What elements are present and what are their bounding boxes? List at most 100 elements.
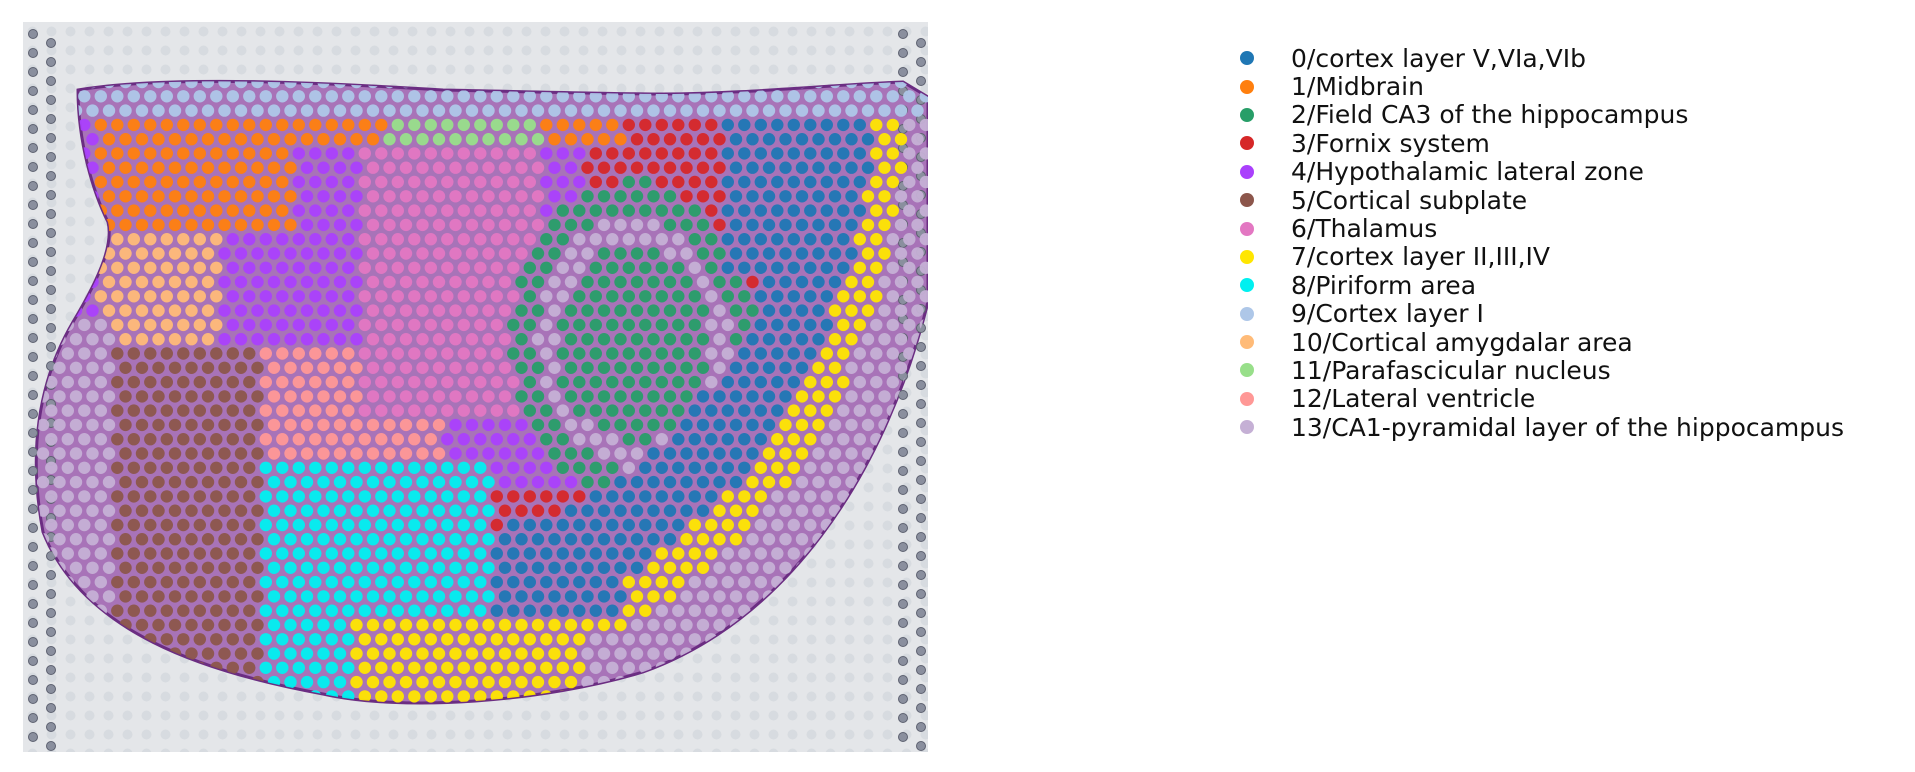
spot-point [119, 561, 132, 574]
spot-point [284, 218, 297, 232]
spot-point [606, 575, 619, 589]
fiducial-spot [898, 48, 908, 58]
spot-point [358, 547, 371, 560]
spot-point [432, 361, 446, 374]
spot-point [333, 390, 347, 403]
spot-point [251, 647, 264, 660]
spot-point [86, 133, 99, 146]
spot-point [144, 175, 157, 189]
spot-point [185, 218, 198, 232]
spot-point [589, 490, 602, 503]
spot-point [886, 261, 899, 274]
spot-point [779, 361, 792, 374]
spot-point [391, 204, 404, 217]
spot-point [886, 318, 899, 332]
spot-point [449, 618, 462, 632]
spot-point [399, 418, 413, 432]
spot-point [647, 190, 660, 203]
spot-point [705, 433, 718, 446]
spot-point [457, 490, 470, 503]
spot-point [490, 518, 503, 532]
spot-point [573, 547, 586, 560]
spot-point [498, 475, 512, 489]
spot-point [639, 433, 652, 446]
spot-point [630, 218, 644, 232]
fiducial-spot [46, 703, 56, 713]
spot-point [787, 90, 800, 103]
spot-point [383, 304, 396, 317]
spot-point [350, 390, 363, 403]
spot-point [465, 675, 479, 689]
spot-point [663, 390, 677, 403]
spot-point [185, 533, 198, 546]
spot-point [878, 218, 891, 232]
spot-point [441, 690, 454, 703]
spot-point [276, 461, 289, 474]
spot-point [581, 618, 594, 632]
fiducial-spot [916, 722, 926, 732]
spot-point [276, 175, 289, 189]
spot-point [243, 633, 256, 646]
spot-point [399, 504, 413, 517]
spot-point [267, 361, 281, 374]
spot-point [680, 161, 693, 174]
spot-point [729, 533, 743, 546]
spot-point [375, 261, 388, 274]
spot-point [350, 247, 363, 260]
spot-point [243, 347, 256, 360]
spot-point [672, 261, 685, 274]
spot-point [267, 618, 281, 632]
spot-point [300, 618, 314, 632]
fiducial-spot [916, 57, 926, 67]
spot-point [366, 275, 380, 289]
spot-point [655, 490, 668, 503]
fiducial-spot [916, 703, 926, 713]
spot-point [325, 490, 338, 503]
spot-point [721, 290, 734, 303]
spot-point [383, 618, 396, 632]
fiducial-spot [916, 361, 926, 371]
spot-point [589, 404, 602, 417]
spot-point [474, 633, 487, 646]
spot-point [102, 133, 116, 146]
spot-point [251, 190, 264, 203]
spot-point [432, 247, 446, 260]
spot-point [474, 233, 487, 246]
spot-point [804, 90, 817, 103]
spot-point [845, 390, 858, 403]
fiducial-spot [916, 437, 926, 447]
spot-point [267, 533, 281, 546]
spot-point [531, 475, 545, 489]
fiducial-spot [916, 76, 926, 86]
spot-point [78, 461, 91, 474]
spot-point [399, 304, 413, 317]
spot-point [729, 275, 743, 289]
spot-point [309, 118, 322, 132]
spot-point [358, 575, 371, 589]
fiducial-spot [916, 456, 926, 466]
spot-point [870, 261, 883, 274]
spot-point [581, 504, 594, 517]
spot-point [416, 333, 429, 346]
spot-point [581, 590, 594, 603]
spot-point [193, 433, 206, 446]
spot-point [366, 675, 380, 689]
spot-point [185, 361, 198, 374]
spot-point [449, 561, 462, 574]
spot-point [894, 190, 908, 203]
spot-point [672, 204, 685, 217]
spot-point [787, 147, 800, 160]
spot-point [490, 633, 503, 646]
spot-point [507, 490, 520, 503]
spot-point [391, 518, 404, 532]
spot-point [185, 475, 198, 489]
spot-point [366, 447, 380, 460]
spot-point [606, 290, 619, 303]
spot-point [441, 375, 454, 389]
spot-point [721, 575, 734, 589]
spot-point [399, 590, 413, 603]
spot-point [457, 661, 470, 674]
spot-point [845, 418, 858, 432]
spot-point [878, 275, 891, 289]
spot-point [474, 347, 487, 360]
